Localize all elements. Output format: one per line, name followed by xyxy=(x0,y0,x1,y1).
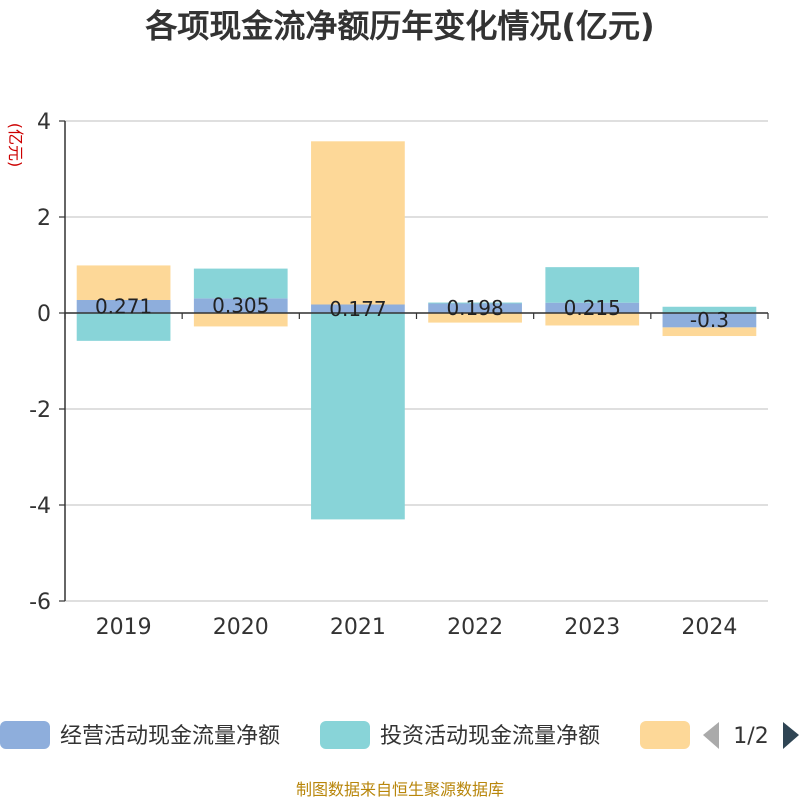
y-tick-label: 0 xyxy=(37,302,51,327)
x-tick-label: 2019 xyxy=(96,615,152,640)
legend-prev-page-icon[interactable] xyxy=(703,722,719,749)
bar-series0-2021[interactable] xyxy=(311,304,405,313)
data-labels: 0.271 0.305 0.177 0.198 0.215 -0.3 xyxy=(95,294,729,333)
bar-series2-2023[interactable] xyxy=(545,313,640,326)
bar-series2-2021[interactable] xyxy=(311,141,405,305)
legend-label-0[interactable]: 经营活动现金流量净额 xyxy=(60,724,280,749)
data-label: 0.198 xyxy=(446,296,503,320)
data-label: 0.215 xyxy=(564,296,621,320)
legend-next-page-icon[interactable] xyxy=(783,722,799,749)
chart-title: 各项现金流净额历年变化情况(亿元) xyxy=(145,7,654,45)
bar-series1-2022[interactable] xyxy=(428,302,522,304)
grid-lines xyxy=(65,120,768,602)
axes: 4 2 0 -2 -4 -6 2019 2020 2021 2022 2023 2024 xyxy=(29,110,769,640)
legend-page-indicator: 1/2 xyxy=(733,724,768,749)
legend-swatch-0[interactable] xyxy=(0,721,50,749)
bar-series1-2019[interactable] xyxy=(76,313,171,341)
source-footer: 制图数据来自恒生聚源数据库 xyxy=(296,780,504,799)
x-tick-label: 2020 xyxy=(213,615,269,640)
legend-swatch-2[interactable] xyxy=(640,721,690,749)
bar-series1-2021[interactable] xyxy=(311,313,405,520)
bar-series2-2019[interactable] xyxy=(76,265,171,300)
bar-series1-2020[interactable] xyxy=(193,268,288,299)
bar-series0-2022[interactable] xyxy=(428,303,522,313)
x-tick-label: 2023 xyxy=(564,615,620,640)
y-tick-label: -6 xyxy=(29,590,51,615)
bar-series0-2024[interactable] xyxy=(662,313,757,328)
legend-swatch-1[interactable] xyxy=(320,721,370,749)
legend: 经营活动现金流量净额 投资活动现金流量净额 1/2 xyxy=(0,721,799,749)
bar-series2-2020[interactable] xyxy=(193,313,288,327)
bar-series0-2019[interactable] xyxy=(76,299,171,313)
data-label: 0.305 xyxy=(212,294,269,318)
data-label: 0.271 xyxy=(95,294,152,318)
x-tick-label: 2024 xyxy=(681,615,737,640)
bar-series0-2023[interactable] xyxy=(545,302,640,313)
legend-label-1[interactable]: 投资活动现金流量净额 xyxy=(380,724,600,749)
data-label: -0.3 xyxy=(690,308,729,332)
y-tick-label: -4 xyxy=(29,494,51,519)
y-tick-label: -2 xyxy=(29,398,51,423)
x-tick-label: 2021 xyxy=(330,615,386,640)
bar-series2-2022[interactable] xyxy=(428,313,522,323)
bar-series1-2024[interactable] xyxy=(662,306,757,313)
y-tick-label: 4 xyxy=(37,110,51,135)
bar-series0-2020[interactable] xyxy=(193,298,288,313)
data-label: 0.177 xyxy=(329,297,386,321)
x-tick-label: 2022 xyxy=(447,615,503,640)
bars xyxy=(76,141,757,520)
bar-series2-2024[interactable] xyxy=(662,327,757,337)
y-axis-unit-label: (亿元) xyxy=(6,123,25,168)
y-tick-label: 2 xyxy=(37,206,51,231)
bar-series1-2023[interactable] xyxy=(545,267,640,303)
